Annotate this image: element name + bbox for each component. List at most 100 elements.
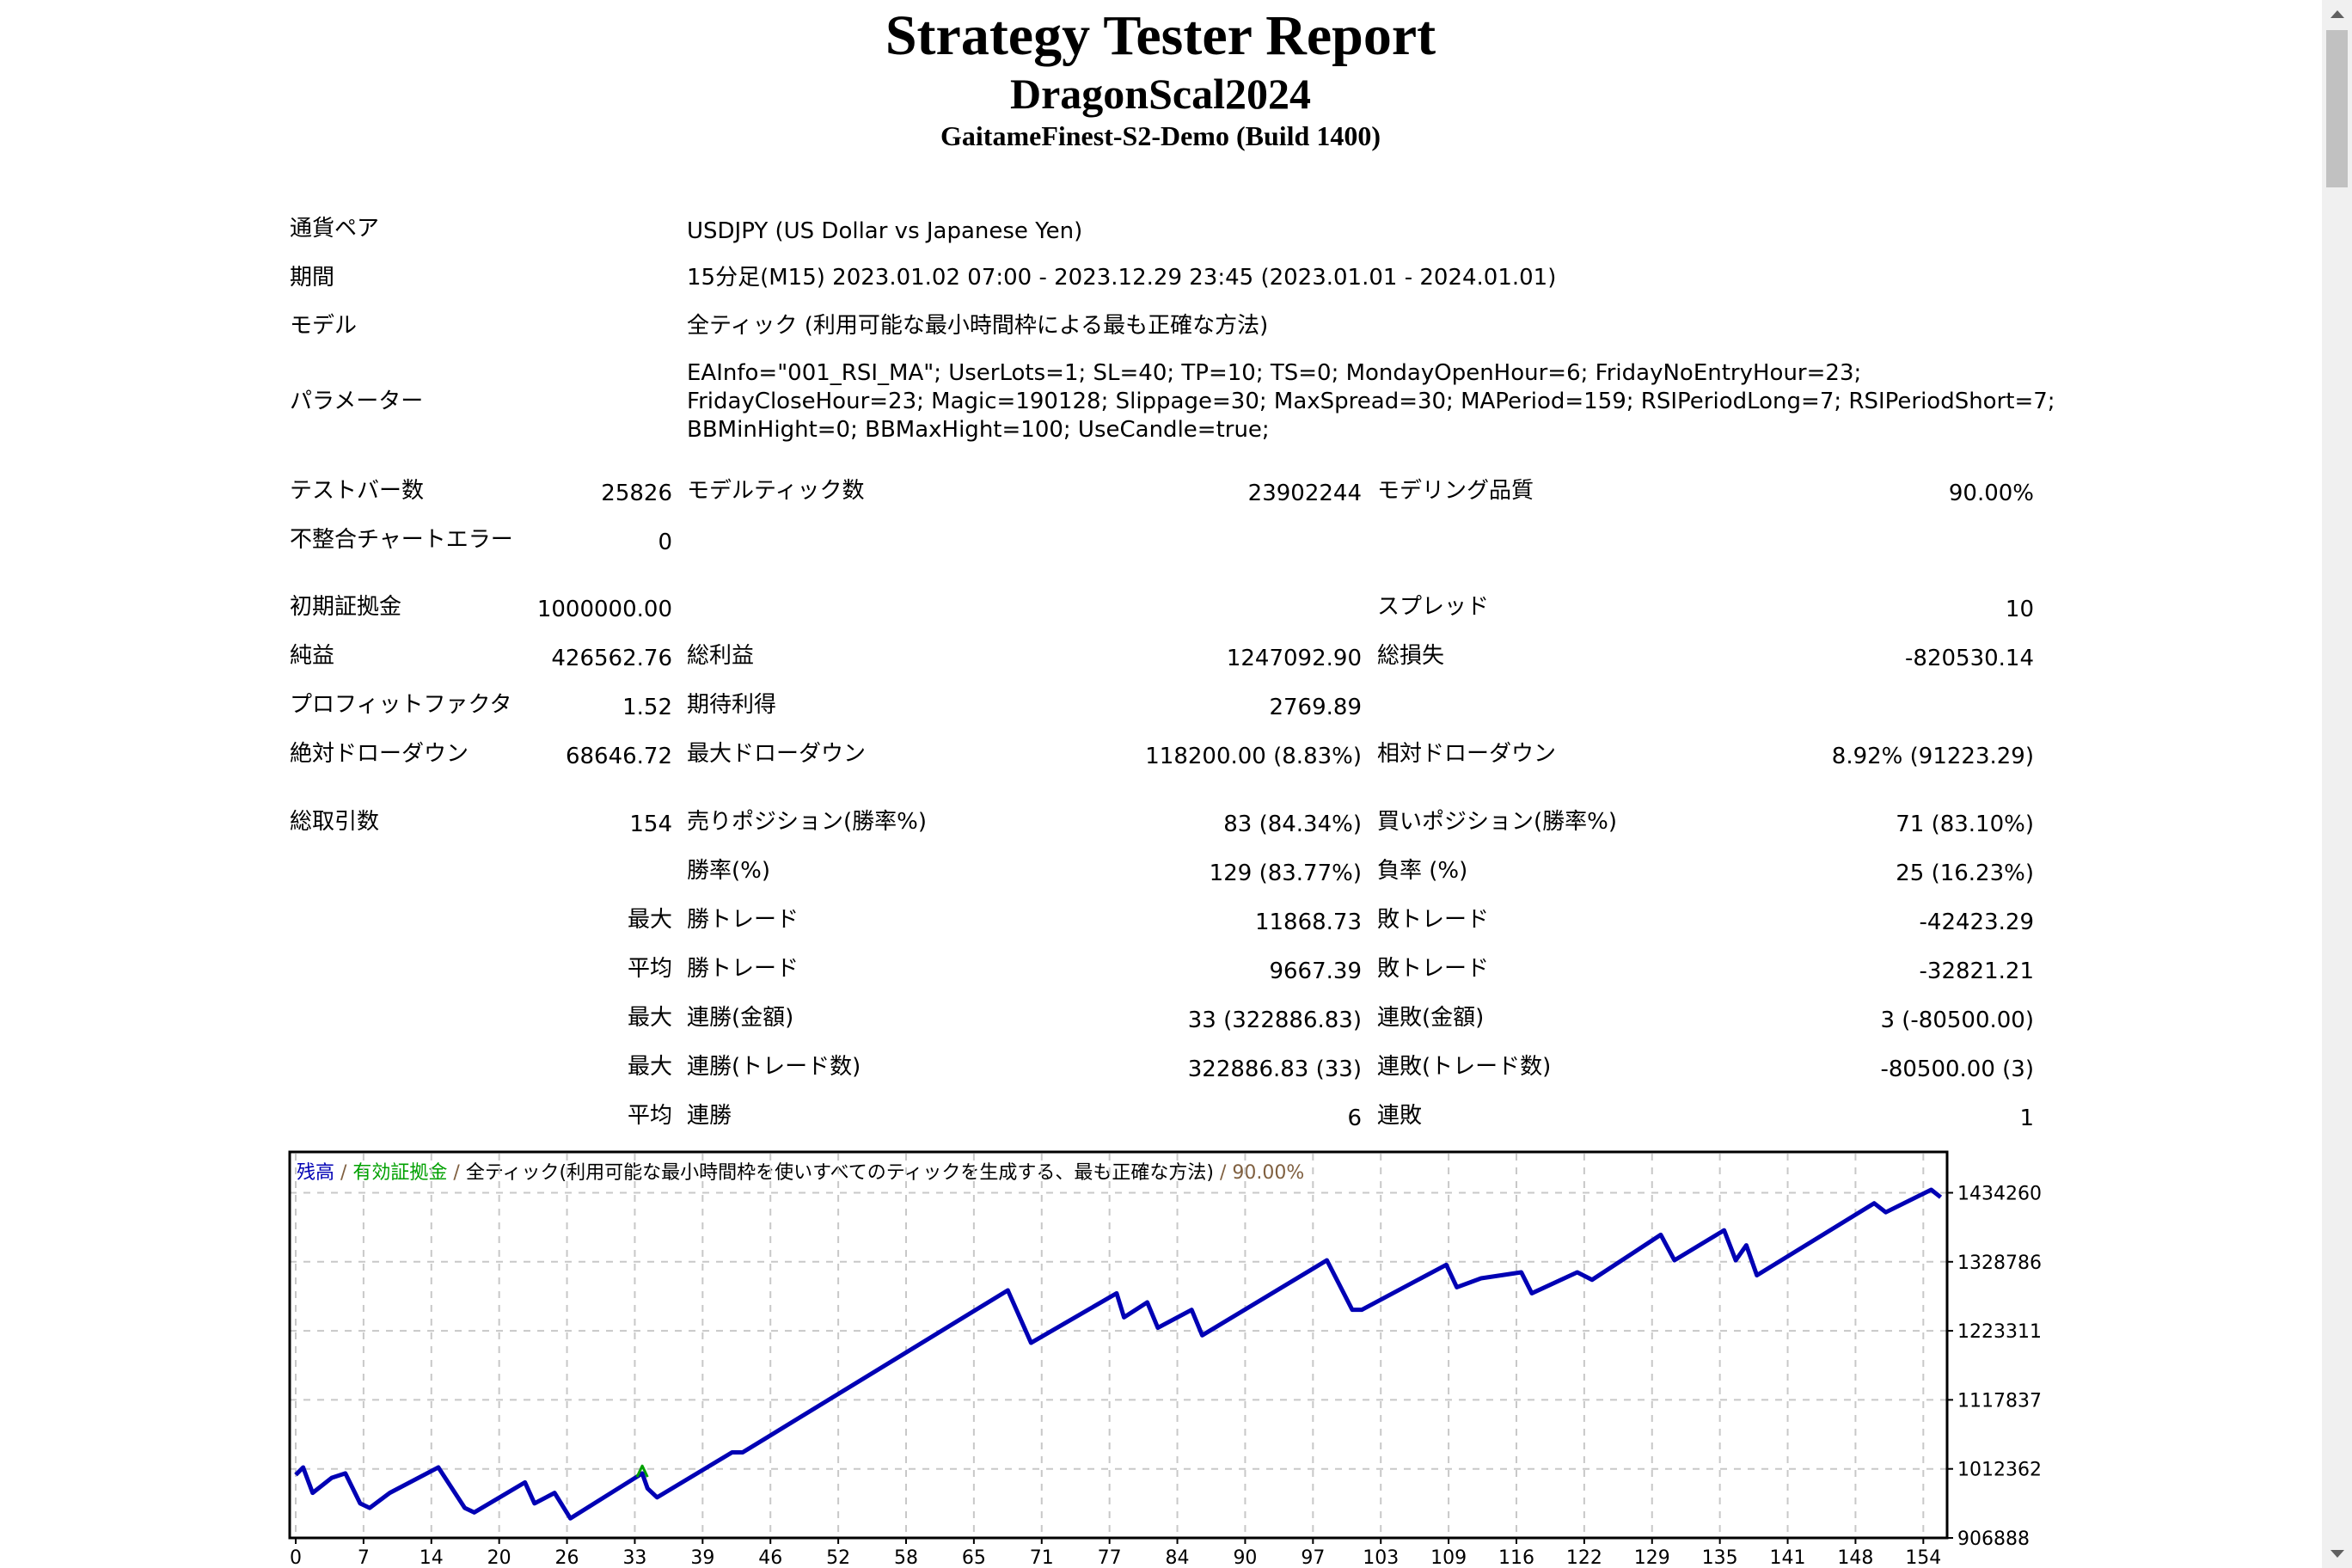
stat-consec-loss-money-label: 連敗(金額) [1377, 1005, 1485, 1031]
stat-avg-label: 平均 [627, 956, 672, 982]
stat-spread-label: スプレッド [1377, 594, 1490, 620]
stat-consec-win-money-label: 連勝(金額) [687, 1005, 794, 1031]
y-tick-label: 906888 [1957, 1528, 2030, 1550]
x-tick-label: 65 [962, 1547, 986, 1568]
stat-max-dd: 118200.00 (8.83%) [1145, 744, 1362, 769]
x-tick-label: 39 [690, 1547, 714, 1568]
scroll-up-icon[interactable] [2331, 10, 2344, 18]
stat-avg-consec-win-label: 連勝 [687, 1103, 732, 1129]
y-tick-label: 1012362 [1957, 1460, 2042, 1481]
stat-pf: 1.52 [622, 695, 672, 720]
model-label: モデル [290, 313, 358, 339]
stat-win-trade-label: 勝トレード [687, 907, 799, 933]
x-tick-label: 20 [487, 1547, 511, 1568]
stat-gross-loss-label: 総損失 [1377, 643, 1445, 669]
stat-max-label: 最大 [627, 1054, 672, 1080]
x-tick-label: 7 [358, 1547, 370, 1568]
y-tick-label: 1117837 [1957, 1390, 2042, 1412]
x-tick-label: 122 [1566, 1547, 1602, 1568]
x-tick-label: 84 [1166, 1547, 1190, 1568]
x-tick-label: 141 [1770, 1547, 1806, 1568]
stat-loss-trade-label: 敗トレード [1377, 907, 1490, 933]
x-tick-label: 52 [826, 1547, 850, 1568]
stat-bars: 25826 [601, 481, 672, 506]
stat-avg-win: 9667.39 [1269, 959, 1362, 984]
stat-long-label: 買いポジション(勝率%) [1377, 809, 1617, 835]
stat-avg-consec-loss: 1 [2019, 1106, 2034, 1131]
x-tick-label: 77 [1098, 1547, 1122, 1568]
legend-sep: / [447, 1162, 466, 1184]
stat-consec-loss-money: 3 (-80500.00) [1880, 1008, 2034, 1033]
x-tick-label: 14 [420, 1547, 444, 1568]
x-tick-label: 46 [758, 1547, 782, 1568]
stat-deposit: 1000000.00 [536, 597, 672, 622]
y-tick-label: 1328786 [1957, 1253, 2042, 1274]
report-title: Strategy Tester Report [885, 4, 1436, 67]
stat-deposit-label: 初期証拠金 [290, 594, 402, 620]
x-tick-label: 26 [555, 1547, 579, 1568]
stat-loss: 25 (16.23%) [1896, 861, 2034, 886]
x-tick-label: 0 [290, 1547, 302, 1568]
x-tick-label: 97 [1301, 1547, 1325, 1568]
stat-abs-dd-label: 絶対ドローダウン [290, 741, 469, 767]
stat-avg-label: 平均 [627, 1103, 672, 1129]
stat-spread: 10 [2005, 597, 2034, 622]
stat-ticks-label: モデルティック数 [687, 478, 865, 504]
stat-avg-consec-loss-label: 連敗 [1377, 1103, 1423, 1129]
legend-sep: / [334, 1162, 353, 1184]
stat-gross-profit-label: 総利益 [687, 643, 755, 669]
stat-ticks: 23902244 [1247, 481, 1362, 506]
scrollbar-thumb[interactable] [2326, 30, 2348, 187]
stat-win-trade-label: 勝トレード [687, 956, 799, 982]
stat-win: 129 (83.77%) [1209, 861, 1362, 886]
period-label: 期間 [290, 265, 335, 291]
stat-max-dd-label: 最大ドローダウン [687, 741, 867, 767]
stat-loss-label: 負率 (%) [1377, 858, 1468, 884]
stat-trades: 154 [629, 812, 672, 837]
stat-short: 83 (84.34%) [1223, 812, 1362, 837]
stat-errors-label: 不整合チャートエラー [290, 527, 513, 553]
legend-balance: 残高 [297, 1162, 335, 1184]
stat-max-label: 最大 [627, 1005, 672, 1031]
stat-max-win: 11868.73 [1254, 910, 1362, 935]
period-value: 15分足(M15) 2023.01.02 07:00 - 2023.12.29 … [687, 265, 1557, 291]
vertical-scrollbar[interactable] [2322, 0, 2352, 1568]
stat-gross-profit: 1247092.90 [1226, 646, 1362, 671]
stat-pf-label: プロフィットファクタ [290, 692, 512, 718]
stat-errors: 0 [658, 530, 672, 555]
x-tick-label: 109 [1430, 1547, 1467, 1568]
stat-long: 71 (83.10%) [1896, 812, 2034, 837]
stat-abs-dd: 68646.72 [565, 744, 672, 769]
legend-sep: / [1213, 1162, 1233, 1184]
stat-consec-loss-count: -80500.00 (3) [1880, 1057, 2034, 1082]
x-tick-label: 71 [1030, 1547, 1054, 1568]
stat-consec-win-count: 322886.83 (33) [1187, 1057, 1362, 1082]
scroll-down-icon[interactable] [2331, 1550, 2344, 1558]
expert-name: DragonScal2024 [1010, 70, 1311, 118]
stat-consec-loss-count-label: 連敗(トレード数) [1377, 1054, 1552, 1080]
stat-net: 426562.76 [551, 646, 672, 671]
stat-consec-win-count-label: 連勝(トレード数) [687, 1054, 861, 1080]
legend-model: 全ティック(利用可能な最小時間枠を使いすべてのティックを生成する、最も正確な方法… [465, 1162, 1214, 1184]
stat-quality-label: モデリング品質 [1377, 478, 1534, 504]
stat-quality: 90.00% [1948, 481, 2034, 506]
legend-quality: 90.00% [1232, 1162, 1305, 1184]
equity-line [635, 1464, 649, 1478]
x-tick-label: 33 [622, 1547, 646, 1568]
stat-max-label: 最大 [627, 907, 672, 933]
y-tick-label: 1223311 [1957, 1321, 2042, 1343]
stat-net-label: 純益 [290, 643, 335, 669]
x-tick-label: 135 [1702, 1547, 1738, 1568]
x-tick-label: 129 [1634, 1547, 1670, 1568]
x-tick-label: 116 [1498, 1547, 1534, 1568]
x-tick-label: 148 [1837, 1547, 1873, 1568]
balance-line [294, 1187, 1943, 1521]
stat-win-label: 勝率(%) [687, 858, 770, 884]
params-label: パラメーター [290, 389, 424, 414]
stat-max-loss: -42423.29 [1919, 910, 2034, 935]
plot-frame [288, 1150, 1949, 1540]
chart-legend: 残高 / 有効証拠金 / 全ティック(利用可能な最小時間枠を使いすべてのティック… [297, 1157, 1304, 1185]
server-build: GaitameFinest-S2-Demo (Build 1400) [940, 120, 1381, 151]
stat-rel-dd-label: 相対ドローダウン [1377, 741, 1557, 767]
